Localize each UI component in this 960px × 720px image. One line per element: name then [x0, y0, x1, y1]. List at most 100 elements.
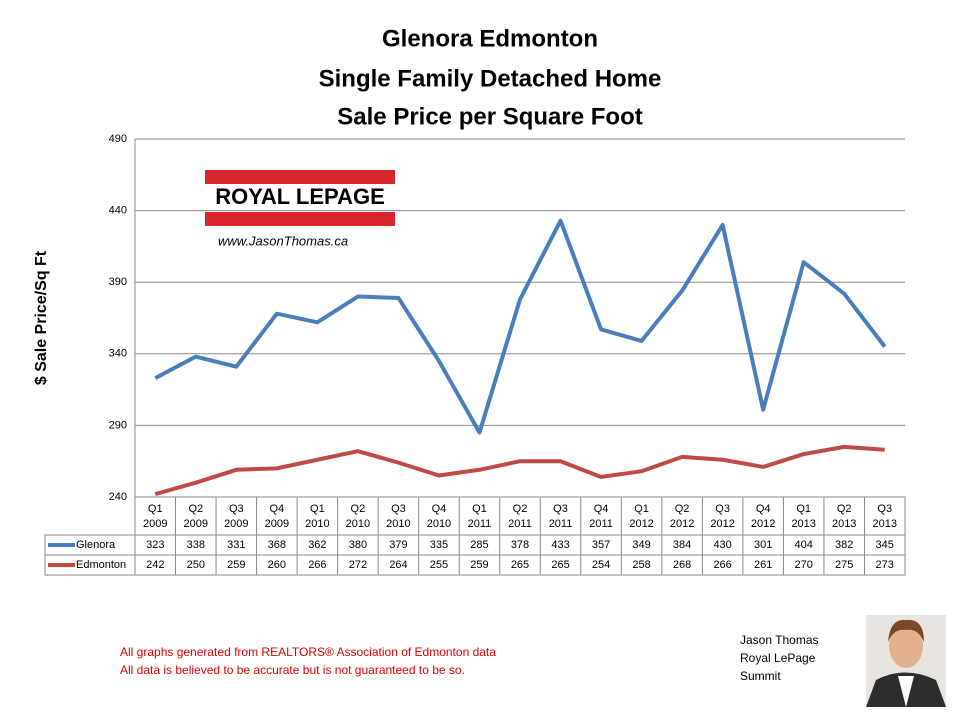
table-value: 270 — [795, 559, 813, 571]
table-value: 430 — [713, 539, 731, 551]
agent-photo — [866, 615, 946, 707]
table-value: 349 — [632, 539, 650, 551]
x-tick-label: 2009 — [143, 518, 167, 530]
x-tick-label: 2012 — [751, 518, 775, 530]
footnote: All data is believed to be accurate but … — [120, 663, 465, 677]
table-value: 242 — [146, 559, 164, 571]
x-tick-label: Q2 — [513, 503, 528, 515]
table-value: 335 — [430, 539, 448, 551]
y-tick-label: 340 — [109, 348, 127, 360]
logo-brand: ROYAL LEPAGE — [215, 184, 385, 209]
table-value: 331 — [227, 539, 245, 551]
signature: Summit — [740, 669, 781, 683]
table-value: 255 — [430, 559, 448, 571]
x-tick-label: Q2 — [837, 503, 852, 515]
y-tick-label: 390 — [109, 276, 127, 288]
x-tick-label: Q1 — [634, 503, 649, 515]
table-value: 357 — [592, 539, 610, 551]
table-value: 264 — [389, 559, 407, 571]
table-value: 338 — [187, 539, 205, 551]
legend-label: Edmonton — [76, 559, 126, 571]
table-value: 265 — [551, 559, 569, 571]
signature: Royal LePage — [740, 651, 816, 665]
chart-title: Sale Price per Square Foot — [337, 103, 642, 130]
table-value: 384 — [673, 539, 691, 551]
table-value: 260 — [268, 559, 286, 571]
x-tick-label: Q1 — [796, 503, 811, 515]
x-tick-label: Q3 — [229, 503, 244, 515]
y-tick-label: 440 — [109, 205, 127, 217]
logo-bar — [205, 170, 395, 184]
chart-title: Single Family Detached Home — [319, 65, 662, 92]
y-tick-label: 290 — [109, 419, 127, 431]
x-tick-label: Q1 — [148, 503, 163, 515]
x-tick-label: 2013 — [791, 518, 815, 530]
x-tick-label: 2009 — [184, 518, 208, 530]
table-value: 433 — [551, 539, 569, 551]
logo-bar — [205, 212, 395, 226]
x-tick-label: Q4 — [432, 503, 447, 515]
table-value: 323 — [146, 539, 164, 551]
x-tick-label: Q1 — [310, 503, 325, 515]
table-value: 275 — [835, 559, 853, 571]
x-tick-label: Q2 — [351, 503, 366, 515]
x-tick-label: Q2 — [188, 503, 203, 515]
table-value: 368 — [268, 539, 286, 551]
table-value: 259 — [227, 559, 245, 571]
table-value: 285 — [470, 539, 488, 551]
x-tick-label: 2010 — [346, 518, 370, 530]
photo-shirt — [898, 676, 914, 707]
photo-face — [889, 624, 923, 668]
table-value: 266 — [308, 559, 326, 571]
y-tick-label: 240 — [109, 491, 127, 503]
legend-label: Glenora — [76, 539, 116, 551]
x-tick-label: 2012 — [629, 518, 653, 530]
x-tick-label: 2011 — [468, 518, 492, 530]
table-value: 273 — [876, 559, 894, 571]
table-value: 266 — [713, 559, 731, 571]
table-value: 362 — [308, 539, 326, 551]
x-tick-label: 2011 — [589, 518, 613, 530]
table-value: 404 — [795, 539, 813, 551]
series-line — [154, 218, 887, 435]
table-value: 261 — [754, 559, 772, 571]
logo: ROYAL LEPAGE www.JasonThomas.ca — [205, 170, 395, 248]
x-tick-label: Q1 — [472, 503, 487, 515]
x-tick-label: 2009 — [224, 518, 248, 530]
table-value: 272 — [349, 559, 367, 571]
x-tick-label: 2009 — [265, 518, 289, 530]
x-tick-label: Q4 — [594, 503, 609, 515]
x-tick-label: 2012 — [670, 518, 694, 530]
x-tick-label: Q3 — [715, 503, 730, 515]
table-value: 250 — [187, 559, 205, 571]
x-tick-label: 2011 — [549, 518, 573, 530]
footnote: All graphs generated from REALTORS® Asso… — [120, 645, 496, 659]
x-tick-label: Q3 — [877, 503, 892, 515]
table-value: 258 — [632, 559, 650, 571]
table-value: 254 — [592, 559, 610, 571]
x-tick-label: 2010 — [386, 518, 410, 530]
photo-hair — [888, 619, 924, 642]
x-tick-label: Q4 — [756, 503, 771, 515]
x-tick-label: Q4 — [269, 503, 284, 515]
x-tick-label: 2013 — [872, 518, 896, 530]
y-tick-label: 490 — [109, 133, 127, 145]
table-value: 265 — [511, 559, 529, 571]
table-value: 379 — [389, 539, 407, 551]
y-axis-label: $ Sale Price/Sq Ft — [33, 250, 50, 385]
x-tick-label: 2010 — [427, 518, 451, 530]
table-value: 268 — [673, 559, 691, 571]
table-value: 378 — [511, 539, 529, 551]
x-tick-label: Q3 — [553, 503, 568, 515]
x-tick-label: 2013 — [832, 518, 856, 530]
x-tick-label: Q3 — [391, 503, 406, 515]
x-tick-label: 2011 — [508, 518, 532, 530]
table-value: 382 — [835, 539, 853, 551]
table-value: 301 — [754, 539, 772, 551]
logo-url: www.JasonThomas.ca — [218, 233, 348, 248]
x-tick-label: 2010 — [305, 518, 329, 530]
x-tick-label: Q2 — [675, 503, 690, 515]
table-value: 380 — [349, 539, 367, 551]
x-tick-label: 2012 — [710, 518, 734, 530]
